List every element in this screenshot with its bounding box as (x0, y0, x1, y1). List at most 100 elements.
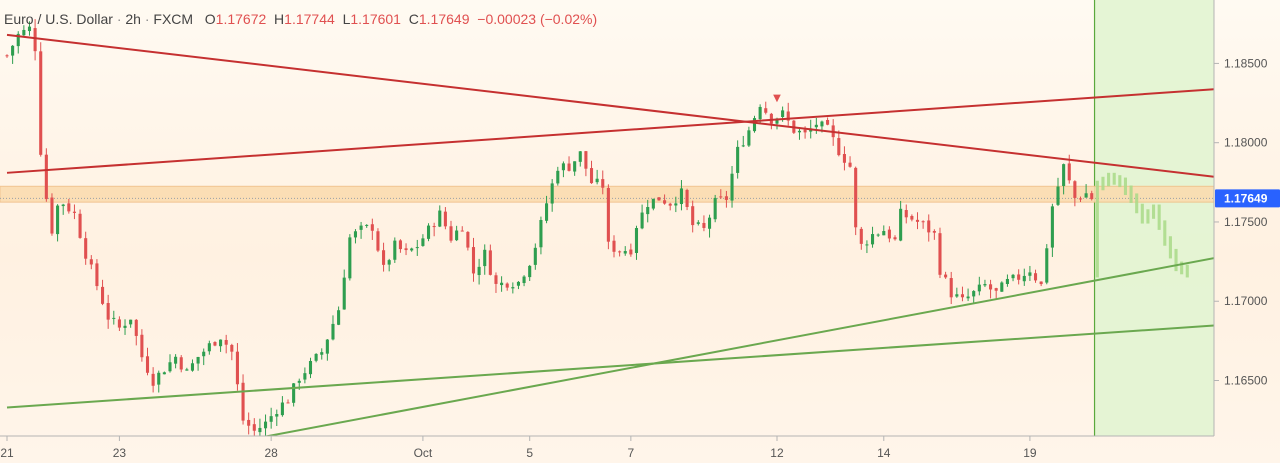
price-tick-label: 1.18000 (1224, 136, 1268, 150)
forecast-bar (1185, 264, 1189, 278)
candle (314, 353, 318, 361)
candle (567, 163, 571, 171)
candle (764, 108, 768, 113)
candle (949, 278, 953, 298)
price-axis[interactable]: 1.16500 1.17000 1.17500 1.18000 1.18500 (1214, 56, 1268, 388)
candle (820, 121, 824, 127)
legend-interval[interactable]: 2h (125, 11, 141, 27)
candle (814, 124, 818, 128)
candle (230, 344, 234, 352)
candle (1022, 275, 1026, 282)
candle (797, 130, 802, 133)
candle (573, 161, 577, 172)
candle (511, 287, 515, 289)
candle (618, 251, 622, 253)
legend-symbol[interactable]: Euro / U.S. Dollar (4, 11, 113, 27)
candle (44, 154, 48, 200)
time-tick-label: 12 (770, 446, 784, 460)
candle (1090, 193, 1094, 200)
forecast-bar (1129, 185, 1133, 203)
candle (263, 421, 268, 429)
candle (308, 360, 313, 375)
candle (129, 319, 133, 325)
candle (174, 356, 178, 364)
candle (1045, 248, 1049, 283)
candle (1073, 181, 1077, 198)
candle (112, 317, 116, 319)
chart-legend: Euro / U.S. Dollar · 2h · FXCM O1.17672 … (4, 11, 597, 27)
candle (1017, 274, 1021, 280)
candle (724, 196, 728, 200)
candle (826, 119, 830, 125)
candle (899, 208, 903, 241)
price-tick-label: 1.16500 (1224, 374, 1268, 388)
candle (893, 237, 897, 240)
forecast-bar (1180, 261, 1184, 275)
candle (966, 296, 970, 299)
candle (151, 373, 155, 386)
candle (342, 277, 346, 310)
candle (758, 106, 762, 120)
candle (252, 424, 256, 431)
resistance-trend-line (6, 33, 1214, 178)
candle (235, 351, 239, 385)
time-tick-label: 5 (526, 446, 533, 460)
candle (528, 265, 532, 278)
candle (376, 231, 380, 251)
candle (190, 363, 195, 371)
candle (415, 247, 419, 249)
candle (460, 230, 464, 232)
candle (5, 55, 9, 57)
candle (972, 291, 976, 297)
candle (477, 266, 481, 276)
candle (882, 231, 886, 236)
candle (134, 319, 138, 336)
candle (786, 111, 790, 121)
candle (747, 130, 751, 146)
candle (1084, 193, 1088, 198)
legend-open-value: 1.17672 (215, 11, 267, 27)
candle (556, 170, 560, 184)
price-tick-label: 1.17500 (1224, 215, 1268, 229)
candle (522, 276, 526, 284)
candle (449, 226, 453, 241)
time-axis[interactable]: 21 23 28 Oct 5 7 12 14 19 (0, 436, 1037, 460)
candle (932, 231, 936, 233)
candle (663, 200, 667, 204)
candle (1056, 186, 1060, 205)
candle (629, 249, 633, 255)
time-tick-label: 21 (0, 446, 14, 460)
candle (331, 323, 335, 340)
candle (994, 288, 998, 291)
candle (910, 215, 914, 220)
candle (691, 206, 695, 226)
legend-low-value: 1.17601 (350, 11, 401, 27)
candle (1005, 278, 1009, 285)
support-trend-line (6, 324, 1214, 409)
candle (488, 250, 492, 275)
candle (50, 197, 54, 234)
candle (657, 197, 661, 201)
forecast-bar (1101, 176, 1105, 191)
forecast-bar (1107, 172, 1111, 187)
candle (179, 357, 183, 370)
time-tick-label: 19 (1023, 446, 1037, 460)
candle (533, 247, 537, 265)
candle (33, 28, 37, 52)
plot-area[interactable]: ▼ (0, 0, 1221, 447)
candle (679, 188, 683, 205)
candle (387, 260, 391, 265)
candle (466, 231, 470, 248)
candle (960, 294, 965, 298)
last-price-badge (1215, 189, 1280, 208)
candle (561, 163, 565, 171)
candle (708, 217, 712, 229)
candle (915, 219, 920, 222)
candle (258, 427, 262, 433)
candle (398, 240, 402, 250)
legend-close-label: C (408, 11, 419, 27)
candle (16, 33, 20, 47)
forecast-bar (1112, 172, 1116, 185)
candle (640, 212, 644, 229)
